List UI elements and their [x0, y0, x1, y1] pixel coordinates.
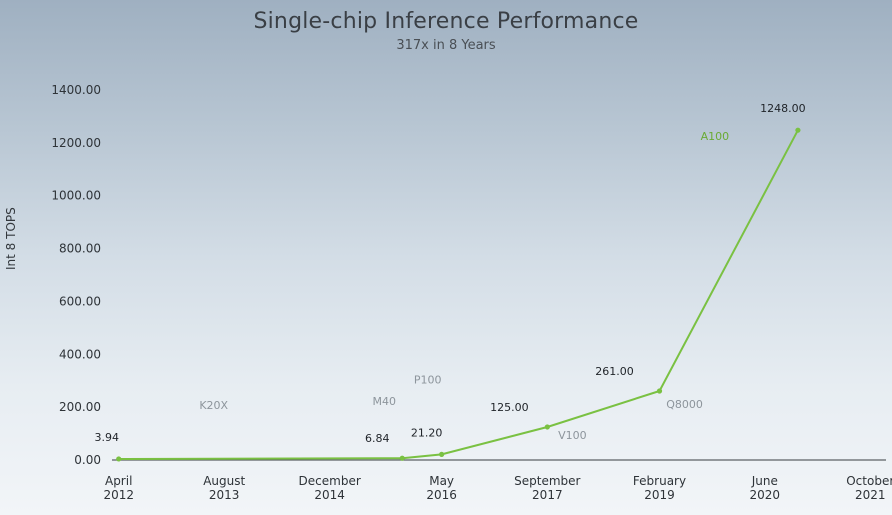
data-label: 125.00 — [490, 401, 529, 414]
data-point — [116, 456, 122, 462]
data-point — [544, 424, 550, 430]
x-tick-label: May 2016 — [426, 474, 457, 502]
data-label: 21.20 — [411, 426, 443, 439]
chart-title: Single-chip Inference Performance — [253, 9, 639, 34]
data-label: 6.84 — [365, 432, 390, 445]
data-label: 1248.00 — [760, 102, 806, 115]
x-tick-label: February 2019 — [633, 474, 686, 502]
data-label: 261.00 — [595, 365, 634, 378]
chart-subtitle: 317x in 8 Years — [396, 38, 496, 53]
y-tick-label: 0.00 — [74, 453, 101, 467]
gpu-label: A100 — [701, 130, 730, 143]
data-label: 3.94 — [94, 431, 119, 444]
y-tick-label: 1400.00 — [51, 83, 101, 97]
x-tick-label: June 2020 — [750, 474, 781, 502]
x-tick-label: September 2017 — [514, 474, 580, 502]
x-tick-label: August 2013 — [203, 474, 245, 502]
gpu-label: M40 — [372, 395, 396, 408]
data-point — [656, 388, 663, 394]
y-tick-label: 200.00 — [59, 400, 101, 414]
gpu-label: P100 — [414, 373, 442, 386]
y-tick-label: 1000.00 — [51, 189, 101, 203]
y-tick-label: 1200.00 — [51, 136, 101, 150]
gpu-label: V100 — [558, 429, 587, 442]
y-tick-label: 600.00 — [59, 294, 101, 308]
gpu-label: Q8000 — [666, 398, 703, 411]
x-tick-label: April 2012 — [103, 474, 134, 502]
gpu-label: K20X — [199, 399, 228, 412]
series-line — [118, 129, 799, 460]
x-tick-label: December 2014 — [299, 474, 361, 502]
data-point — [795, 127, 801, 133]
data-point — [399, 455, 405, 461]
data-point — [439, 451, 445, 457]
y-tick-label: 800.00 — [59, 242, 101, 256]
x-tick-label: October 2021 — [846, 474, 892, 502]
y-tick-label: 400.00 — [59, 347, 101, 361]
